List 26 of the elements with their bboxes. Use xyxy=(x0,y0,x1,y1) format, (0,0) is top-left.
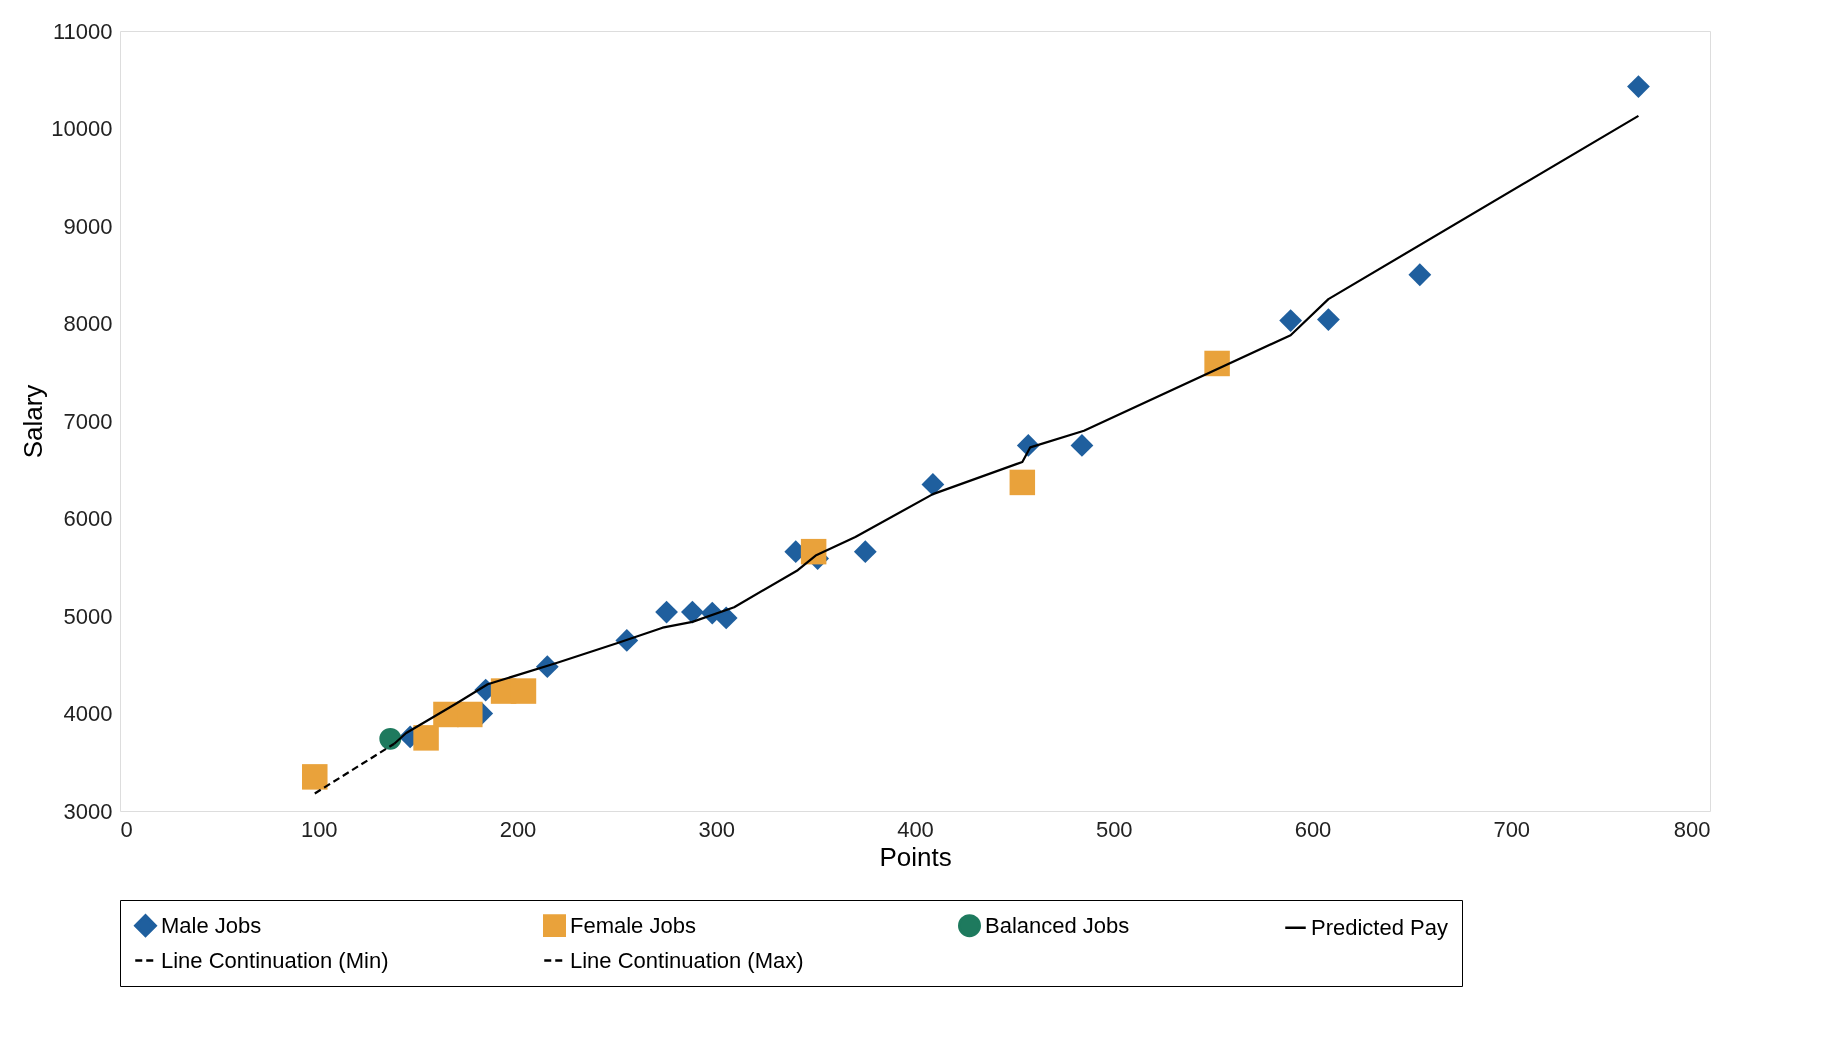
x-tick-label: 700 xyxy=(1493,816,1531,842)
x-tick-label: 400 xyxy=(897,816,934,842)
y-tick-label: 5000 xyxy=(63,603,113,629)
y-tick-label: 11000 xyxy=(52,18,113,44)
y-tick-label: 10000 xyxy=(51,116,113,141)
legend-label: Male Jobs xyxy=(161,912,262,938)
x-tick-label: 100 xyxy=(300,816,338,842)
legend-label: Female Jobs xyxy=(570,912,696,938)
y-tick-label: 3000 xyxy=(63,798,113,824)
legend-label: Line Continuation (Min) xyxy=(161,947,389,973)
x-tick-label: 500 xyxy=(1095,816,1133,842)
x-tick-label: 300 xyxy=(698,816,736,842)
y-tick-label: 7000 xyxy=(63,408,113,434)
y-tick-label: 8000 xyxy=(63,311,113,336)
y-tick-label: 9000 xyxy=(63,213,113,239)
x-tick-label: 800 xyxy=(1673,816,1711,842)
x-tick-label: 200 xyxy=(499,816,537,842)
x-axis-title: Points xyxy=(879,841,952,872)
y-tick-label: 6000 xyxy=(63,506,113,531)
legend-label: Balanced Jobs xyxy=(985,912,1130,938)
y-axis-title: Salary xyxy=(18,384,49,459)
legend-label: Line Continuation (Max) xyxy=(570,947,804,973)
x-tick-label: 0 xyxy=(120,816,133,842)
x-tick-label: 600 xyxy=(1294,816,1332,842)
y-tick-label: 4000 xyxy=(63,701,113,726)
legend-label: Predicted Pay xyxy=(1311,914,1448,940)
